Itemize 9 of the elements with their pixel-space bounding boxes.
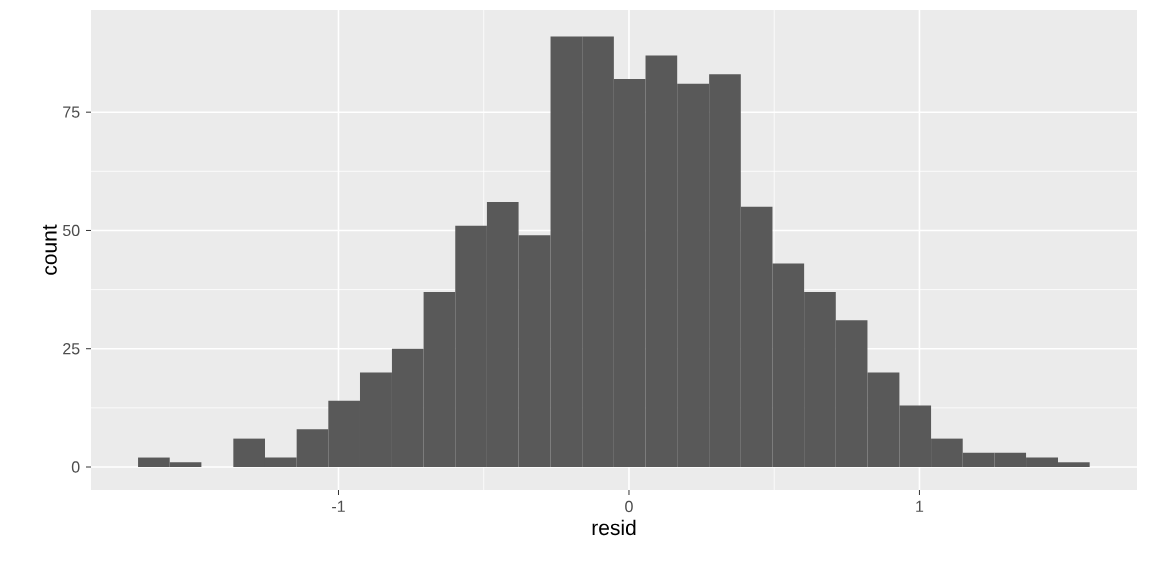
y-tick-label: 50: [62, 224, 80, 237]
x-axis-title: resid: [592, 519, 636, 536]
y-tick-label: 75: [63, 106, 80, 118]
x-tick-label: 0: [625, 500, 633, 513]
y-tick-label: 0: [71, 461, 80, 473]
y-axis-title: count: [43, 224, 57, 275]
y-tick-label: 25: [63, 343, 80, 355]
x-tick-label: -1: [332, 500, 345, 512]
x-tick-label: 1: [916, 500, 924, 512]
